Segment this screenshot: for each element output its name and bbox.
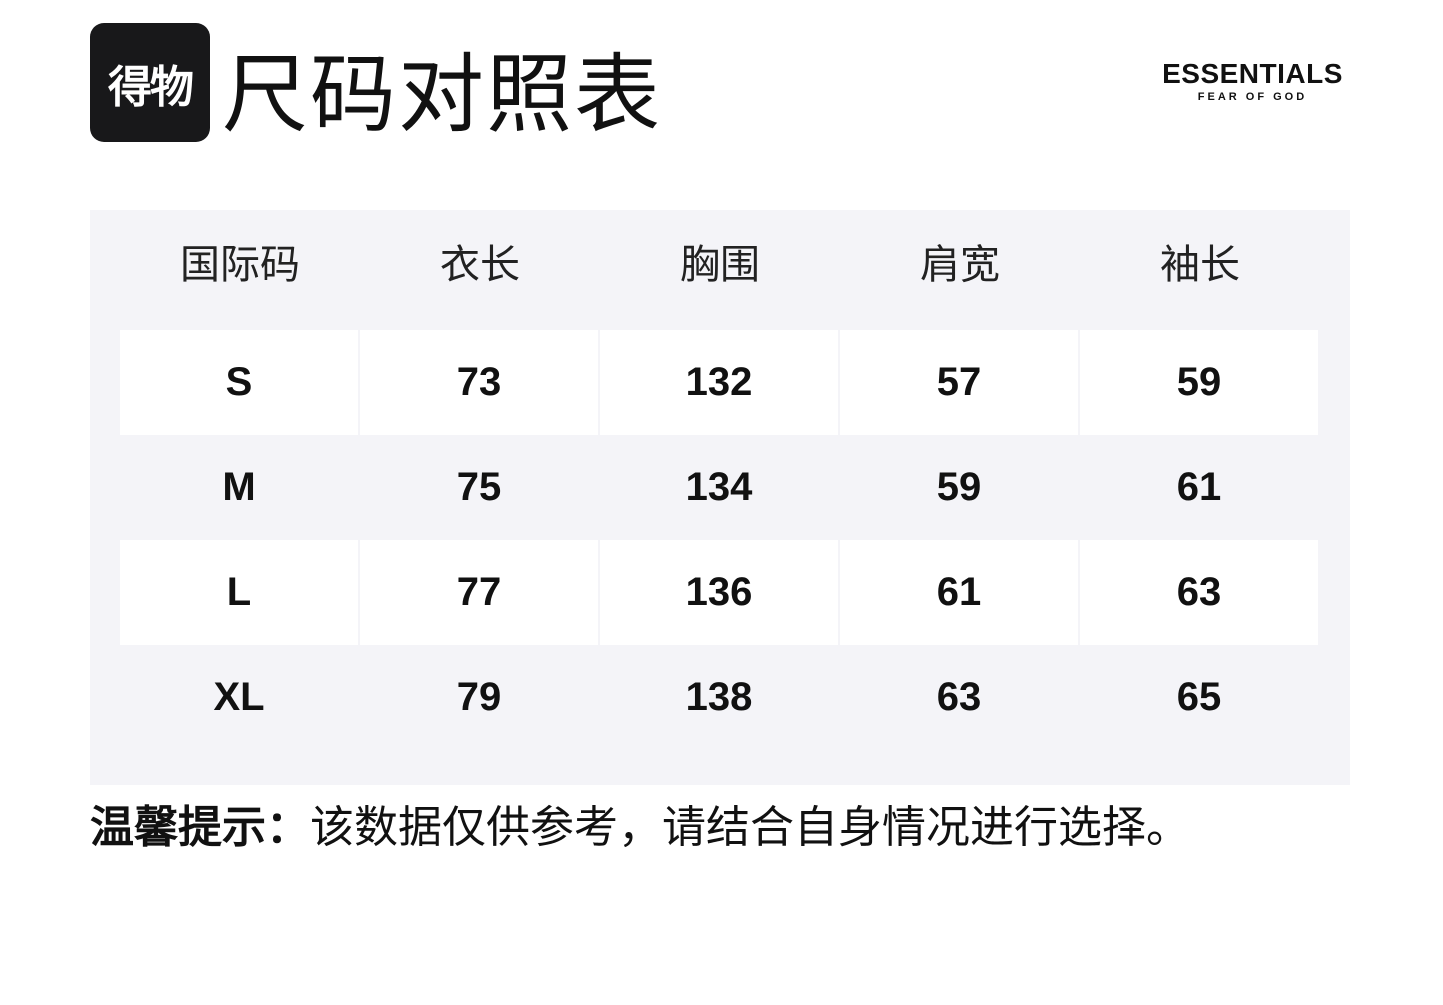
table-cell: L bbox=[120, 540, 358, 645]
table-cell: 138 bbox=[685, 675, 753, 719]
table-cell: 63 bbox=[936, 675, 982, 719]
table-cell: 61 bbox=[1176, 465, 1222, 509]
table-cell: 63 bbox=[1080, 540, 1318, 645]
dewu-logo: 得物 bbox=[90, 23, 210, 142]
table-row: M 75 134 59 61 bbox=[120, 435, 1320, 540]
tip-text: 该数据仅供参考，请结合自身情况进行选择。 bbox=[310, 803, 1190, 852]
table-cell: 59 bbox=[936, 465, 982, 509]
table-cell: 136 bbox=[600, 540, 838, 645]
size-table: 国际码 衣长 胸围 肩宽 袖长 S 73 132 57 59 M 75 134 … bbox=[90, 210, 1350, 785]
table-row: XL 79 138 63 65 bbox=[120, 645, 1320, 750]
table-cell: M bbox=[222, 465, 256, 509]
brand-tagline: FEAR OF GOD bbox=[1197, 91, 1308, 103]
page-title: 尺码对照表 bbox=[222, 47, 662, 143]
brand-name: ESSENTIALS bbox=[1162, 58, 1343, 89]
table-cell: 59 bbox=[1080, 330, 1318, 435]
table-cell: XL bbox=[213, 675, 265, 719]
table-row: S 73 132 57 59 bbox=[120, 330, 1320, 435]
header-cell: 袖长 bbox=[1160, 243, 1240, 287]
table-cell: 134 bbox=[685, 465, 753, 509]
header-cell: 国际码 bbox=[180, 243, 300, 287]
table-cell: 57 bbox=[840, 330, 1078, 435]
table-cell: 77 bbox=[360, 540, 598, 645]
logo-text: 得物 bbox=[108, 62, 194, 112]
header-cell: 衣长 bbox=[440, 243, 520, 287]
table-row: L 77 136 61 63 bbox=[120, 540, 1320, 645]
tip-label: 温馨提示： bbox=[90, 803, 310, 852]
table-cell: S bbox=[120, 330, 358, 435]
header-cell: 胸围 bbox=[680, 243, 760, 287]
table-cell: 65 bbox=[1176, 675, 1222, 719]
table-header: 国际码 衣长 胸围 肩宽 袖长 bbox=[120, 240, 1320, 290]
table-cell: 75 bbox=[456, 465, 502, 509]
table-cell: 79 bbox=[456, 675, 502, 719]
table-cell: 73 bbox=[360, 330, 598, 435]
brand-logo: ESSENTIALS FEAR OF GOD bbox=[1150, 58, 1355, 104]
table-cell: 61 bbox=[840, 540, 1078, 645]
tip-note: 温馨提示：该数据仅供参考，请结合自身情况进行选择。 bbox=[90, 800, 1190, 856]
table-cell: 132 bbox=[600, 330, 838, 435]
header-cell: 肩宽 bbox=[920, 243, 1000, 287]
